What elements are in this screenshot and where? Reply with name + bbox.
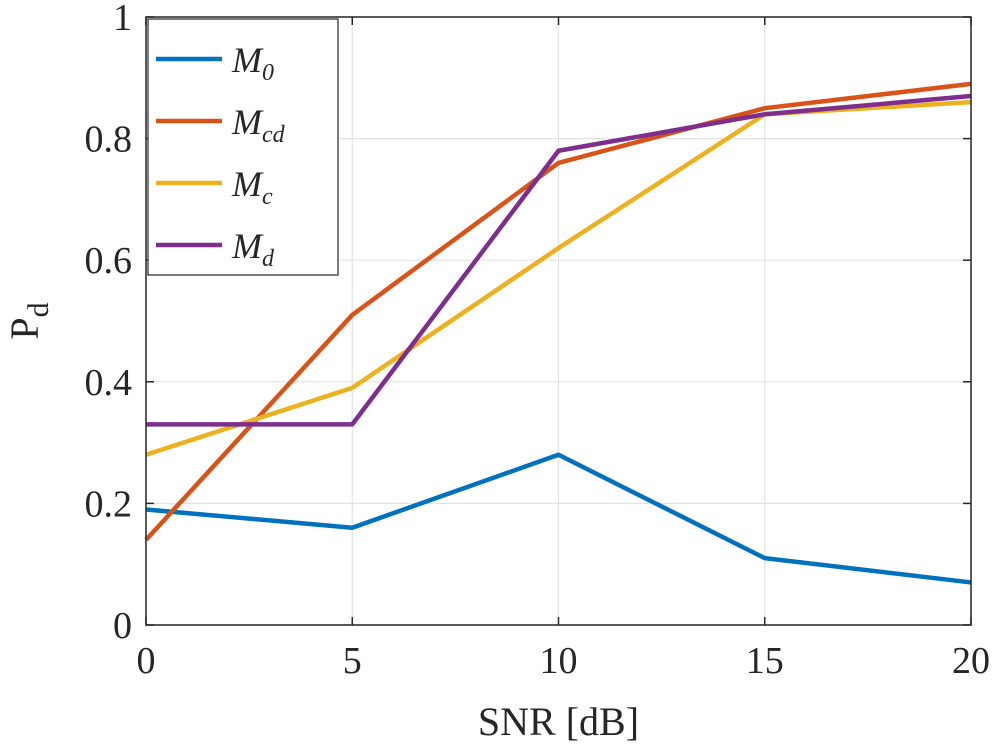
legend-entry: M0	[231, 40, 274, 86]
legend-entry: Md	[231, 226, 275, 272]
legend-entry-subscript: 0	[262, 60, 274, 86]
legend-entry-subscript: d	[262, 246, 275, 272]
legend-entry-name: M	[231, 226, 264, 266]
y-axis-label-subscript: d	[22, 302, 55, 317]
legend-entry-name: M	[231, 102, 264, 142]
legend-entry-name: M	[231, 40, 264, 80]
legend-box	[147, 18, 339, 276]
y-tick-label: 0.8	[85, 119, 133, 161]
x-axis-label: SNR [dB]	[478, 699, 639, 744]
x-tick-label: 15	[746, 640, 784, 682]
y-tick-label: 0	[113, 605, 132, 647]
series-line-m0	[145, 452, 972, 585]
tick-labels: 0 5 10 15 20 0 0.2 0.4 0.6 0.8 1	[85, 0, 991, 682]
y-tick-label: 0.2	[85, 483, 133, 525]
legend-entry-subscript: cd	[262, 122, 286, 148]
y-tick-label: 1	[113, 0, 132, 39]
y-tick-label: 0.4	[85, 362, 133, 404]
legend-entry-name: M	[231, 164, 264, 204]
series-line-mcd	[144, 81, 972, 542]
y-axis-label: Pd	[2, 302, 55, 339]
legend-entry: Mcd	[231, 102, 286, 148]
legend-entry: Mc	[231, 164, 273, 210]
y-axis-label-main: P	[2, 317, 47, 339]
x-tick-label: 5	[343, 640, 362, 682]
x-tick-label: 10	[540, 640, 578, 682]
x-tick-label: 20	[952, 640, 990, 682]
series-lines	[144, 81, 972, 585]
x-tick-label: 0	[137, 640, 156, 682]
y-tick-label: 0.6	[85, 240, 133, 282]
series-line-md	[146, 93, 972, 427]
legend-entry-subscript: c	[262, 184, 273, 210]
